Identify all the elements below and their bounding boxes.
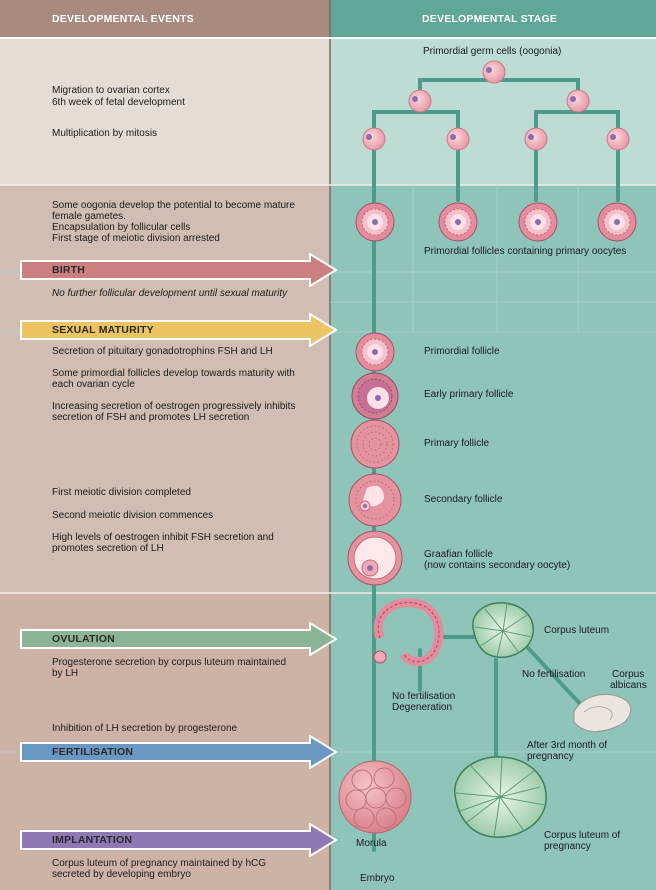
- event-inhibition-lh: Inhibition of LH secretion by progestero…: [52, 723, 238, 734]
- stage-corpus-luteum-pregnancy-line1: Corpus luteum of: [544, 830, 621, 841]
- stage-primordial-follicles: Primordial follicles containing primary …: [424, 246, 627, 257]
- milestone-birth-arrow: BIRTH: [20, 253, 338, 287]
- stage-germ-cells: Primordial germ cells (oogonia): [423, 46, 562, 57]
- ruptured-follicle-image: [373, 598, 444, 667]
- event-second-meiotic: Second meiotic division commences: [52, 510, 214, 521]
- milestone-implantation-label: IMPLANTATION: [52, 834, 133, 846]
- stage-primary: Primary follicle: [424, 438, 490, 449]
- event-encapsulation: Encapsulation by follicular cells: [52, 222, 191, 233]
- milestone-fertilisation-arrow: FERTILISATION: [20, 735, 338, 769]
- stage-no-fertilisation-2: No fertilisation: [522, 669, 586, 680]
- stage-graafian-line1: Graafian follicle: [424, 549, 493, 560]
- stage-primordial-follicle: Primordial follicle: [424, 346, 500, 357]
- event-potential-line1: Some oogonia develop the potential to be…: [52, 200, 295, 211]
- stage-corpus-luteum-pregnancy-line2: pregnancy: [544, 841, 591, 852]
- secondary-follicle-image: [348, 473, 402, 527]
- stage-early-primary: Early primary follicle: [424, 389, 514, 400]
- event-migration: Migration to ovarian cortex: [52, 85, 170, 96]
- stage-no-fertilisation-1: No fertilisation: [392, 691, 456, 702]
- corpus-luteum-image: [472, 602, 534, 658]
- stage-graafian-line2: (now contains secondary oocyte): [424, 560, 571, 571]
- milestone-ovulation-arrow: OVULATION: [20, 622, 338, 656]
- morula-image: [338, 760, 412, 834]
- event-meiosis-arrested: First stage of meiotic division arrested: [52, 233, 220, 244]
- left-top-band: [0, 38, 330, 185]
- event-increasing-line1: Increasing secretion of oestrogen progre…: [52, 401, 296, 412]
- event-hcg-line1: Corpus luteum of pregnancy maintained by…: [52, 858, 267, 869]
- event-secretion-fsh-lh: Secretion of pituitary gonadotrophins FS…: [52, 346, 273, 357]
- stage-secondary: Secondary follicle: [424, 494, 503, 505]
- stage-after-3rd-month-line2: pregnancy: [527, 751, 574, 762]
- primordial-follicle-image: [355, 332, 395, 372]
- germ-cell-top: [482, 60, 506, 84]
- oogonia-level-2: [408, 89, 590, 113]
- milestone-birth-label: BIRTH: [52, 264, 86, 276]
- stage-degeneration: Degeneration: [392, 702, 453, 713]
- event-progesterone-line1: Progesterone secretion by corpus luteum …: [52, 657, 287, 668]
- stage-corpus-luteum: Corpus luteum: [544, 625, 610, 636]
- event-progesterone-line2: by LH: [52, 668, 79, 679]
- event-mitosis: Multiplication by mitosis: [52, 128, 158, 139]
- event-sixth-week: 6th week of fetal development: [52, 97, 185, 108]
- milestone-implantation-arrow: IMPLANTATION: [20, 823, 338, 857]
- stage-corpus-albicans-line2: albicans: [610, 680, 647, 691]
- stage-embryo: Embryo: [360, 873, 395, 884]
- event-high-levels-line2: promotes secretion of LH: [52, 543, 164, 554]
- event-potential-line2: female gametes.: [52, 211, 126, 222]
- oogonia-level-3: [362, 127, 630, 151]
- primary-follicle-image: [350, 419, 400, 469]
- stage-corpus-albicans-line1: Corpus: [612, 669, 645, 680]
- header-developmental-stage: DEVELOPMENTAL STAGE: [422, 13, 558, 25]
- stage-morula: Morula: [356, 838, 387, 849]
- event-some-primordial-line2: each ovarian cycle: [52, 379, 135, 390]
- event-increasing-line2: secretion of FSH and promotes LH secreti…: [52, 412, 250, 423]
- milestone-sexual-maturity-arrow: SEXUAL MATURITY: [20, 313, 338, 347]
- event-some-primordial-line1: Some primordial follicles develop toward…: [52, 368, 295, 379]
- milestone-sexual-maturity-label: SEXUAL MATURITY: [52, 324, 154, 336]
- event-first-meiotic: First meiotic division completed: [52, 487, 191, 498]
- early-primary-follicle-image: [351, 372, 399, 420]
- corpus-albicans-image: [573, 694, 632, 732]
- stage-after-3rd-month-line1: After 3rd month of: [527, 740, 608, 751]
- graafian-follicle-image: [347, 530, 403, 586]
- milestone-ovulation-label: OVULATION: [52, 633, 115, 645]
- milestone-fertilisation-label: FERTILISATION: [52, 746, 134, 758]
- corpus-luteum-pregnancy-image: [454, 756, 547, 838]
- event-high-levels-line1: High levels of oestrogen inhibit FSH sec…: [52, 532, 274, 543]
- primordial-follicles: [355, 202, 637, 242]
- header-developmental-events: DEVELOPMENTAL EVENTS: [52, 13, 194, 25]
- event-no-further-development: No further follicular development until …: [52, 288, 288, 299]
- event-hcg-line2: secreted by developing embryo: [52, 869, 191, 880]
